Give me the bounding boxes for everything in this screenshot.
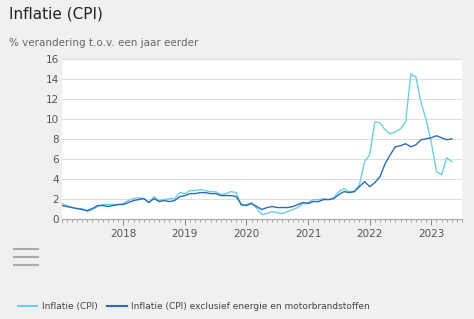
Text: % verandering t.o.v. een jaar eerder: % verandering t.o.v. een jaar eerder bbox=[9, 38, 199, 48]
Legend: Inflatie (CPI), Inflatie (CPI) exclusief energie en motorbrandstoffen: Inflatie (CPI), Inflatie (CPI) exclusief… bbox=[14, 298, 374, 315]
Text: Inflatie (CPI): Inflatie (CPI) bbox=[9, 6, 103, 21]
